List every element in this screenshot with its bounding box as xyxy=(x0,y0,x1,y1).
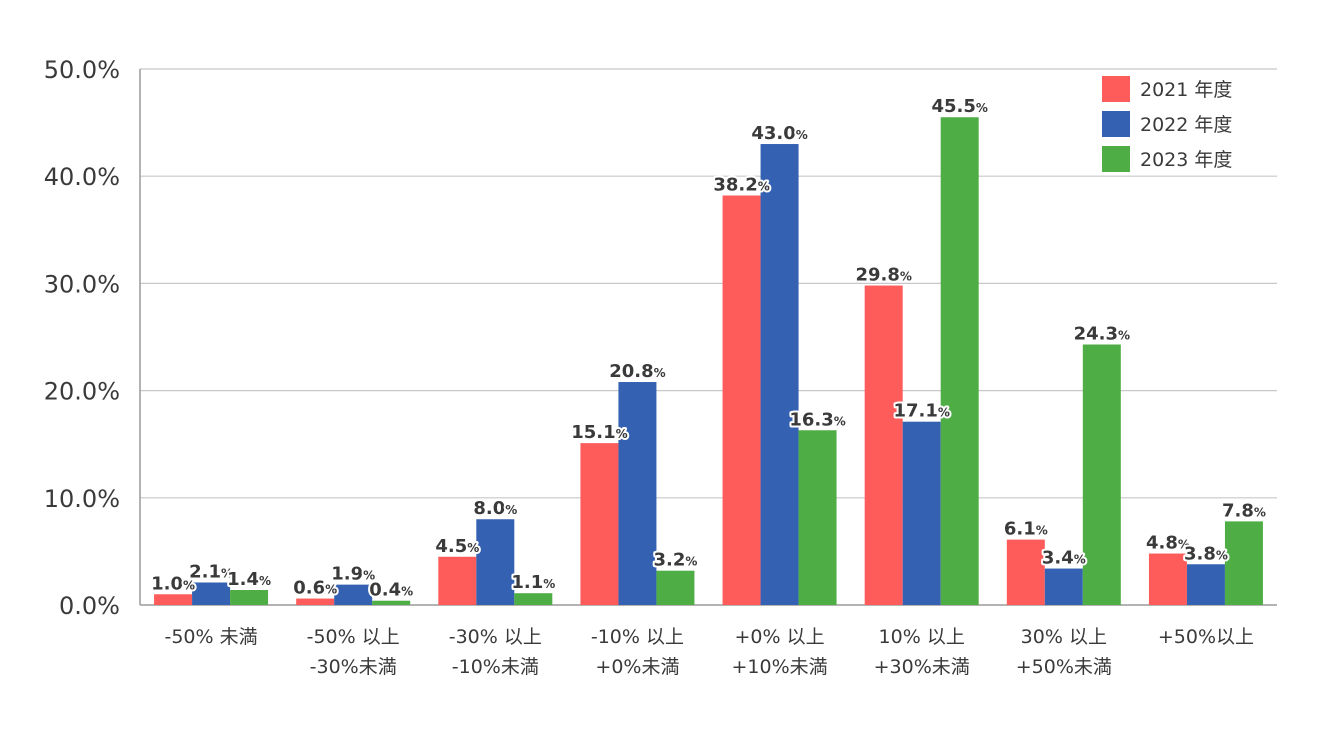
y-tick-label: 20.0% xyxy=(44,378,120,406)
x-category-label: +50%以上 xyxy=(1158,626,1254,648)
x-category-label: 30% 以上+50%未満 xyxy=(1016,626,1112,678)
bar xyxy=(656,570,695,605)
bar xyxy=(296,598,335,605)
bar xyxy=(1082,344,1121,605)
x-category-label: -50% 未満 xyxy=(164,626,257,648)
data-label: 45.5% xyxy=(931,96,987,117)
legend-label: 2022 年度 xyxy=(1140,114,1232,136)
data-label: 6.1% xyxy=(1004,519,1048,540)
y-tick-label: 0.0% xyxy=(59,592,120,620)
bar xyxy=(438,556,477,605)
data-label: 3.4% xyxy=(1042,548,1086,569)
x-axis-category-labels: -50% 未満 -50% 以上-30%未満 -30% 以上-10%未満 -10% 以上… xyxy=(164,626,1254,678)
data-label: 1.1% xyxy=(511,572,555,593)
data-label: 17.1% xyxy=(893,401,949,422)
data-label: 0.4% xyxy=(369,580,413,601)
x-category-label: -10% 以上+0%未満 xyxy=(591,626,684,678)
legend-swatch xyxy=(1102,111,1130,137)
data-label: 15.1% xyxy=(571,422,627,443)
x-category-label: +0% 以上+10%未満 xyxy=(731,626,827,678)
bar xyxy=(580,443,619,605)
bar xyxy=(1148,553,1187,605)
bar xyxy=(618,382,657,605)
bar xyxy=(722,195,761,605)
bar xyxy=(514,593,553,605)
bars xyxy=(154,117,1263,606)
bar xyxy=(1186,564,1225,605)
data-label: 8.0% xyxy=(473,498,517,519)
legend: 2021 年度 2022 年度 2023 年度 xyxy=(1102,76,1232,172)
y-axis-tick-labels: 0.0% 10.0% 20.0% 30.0% 40.0% 50.0% xyxy=(44,56,120,620)
bar xyxy=(372,600,411,605)
data-label: 2.1% xyxy=(189,561,233,582)
bar xyxy=(476,519,515,605)
y-tick-label: 10.0% xyxy=(44,485,120,513)
bar xyxy=(760,144,799,606)
bar xyxy=(940,117,979,606)
data-label: 4.5% xyxy=(435,536,479,557)
bar xyxy=(334,584,373,605)
bar xyxy=(1224,521,1263,605)
legend-swatch xyxy=(1102,76,1130,102)
data-labels: 1.0%2.1%1.4% 0.6%1.9%0.4% 4.5% 8.0% 1.1% 15.1… xyxy=(149,94,1268,602)
data-label: 7.8% xyxy=(1222,500,1266,521)
data-label: 38.2% xyxy=(713,174,769,195)
y-tick-label: 30.0% xyxy=(44,270,120,298)
data-label: 1.4% xyxy=(227,569,271,590)
data-label: 29.8% xyxy=(855,265,911,286)
bar xyxy=(798,430,837,605)
data-label: 24.3% xyxy=(1074,324,1130,345)
data-label: 20.8% xyxy=(609,361,665,382)
legend-label: 2023 年度 xyxy=(1140,149,1232,171)
legend-label: 2021 年度 xyxy=(1140,79,1232,101)
data-label: 1.9% xyxy=(331,564,375,585)
x-category-label: -30% 以上-10%未満 xyxy=(449,626,542,678)
x-category-label: -50% 以上-30%未満 xyxy=(307,626,400,678)
bar xyxy=(864,285,903,605)
bar xyxy=(192,582,231,605)
x-category-label: 10% 以上+30%未満 xyxy=(874,626,970,678)
bar xyxy=(1006,539,1045,605)
data-label: 3.2% xyxy=(653,550,697,571)
bar xyxy=(902,421,941,605)
data-label: 43.0% xyxy=(751,123,807,144)
y-tick-label: 40.0% xyxy=(44,163,120,191)
bar xyxy=(154,594,193,605)
data-label: 0.6% xyxy=(293,578,337,599)
bar xyxy=(1044,568,1083,605)
legend-swatch xyxy=(1102,146,1130,172)
y-tick-label: 50.0% xyxy=(44,56,120,84)
bar xyxy=(230,589,269,605)
data-label: 3.8% xyxy=(1184,543,1228,564)
data-label: 4.8% xyxy=(1146,533,1190,554)
data-label: 1.0% xyxy=(151,573,195,594)
data-label: 16.3% xyxy=(789,409,845,430)
